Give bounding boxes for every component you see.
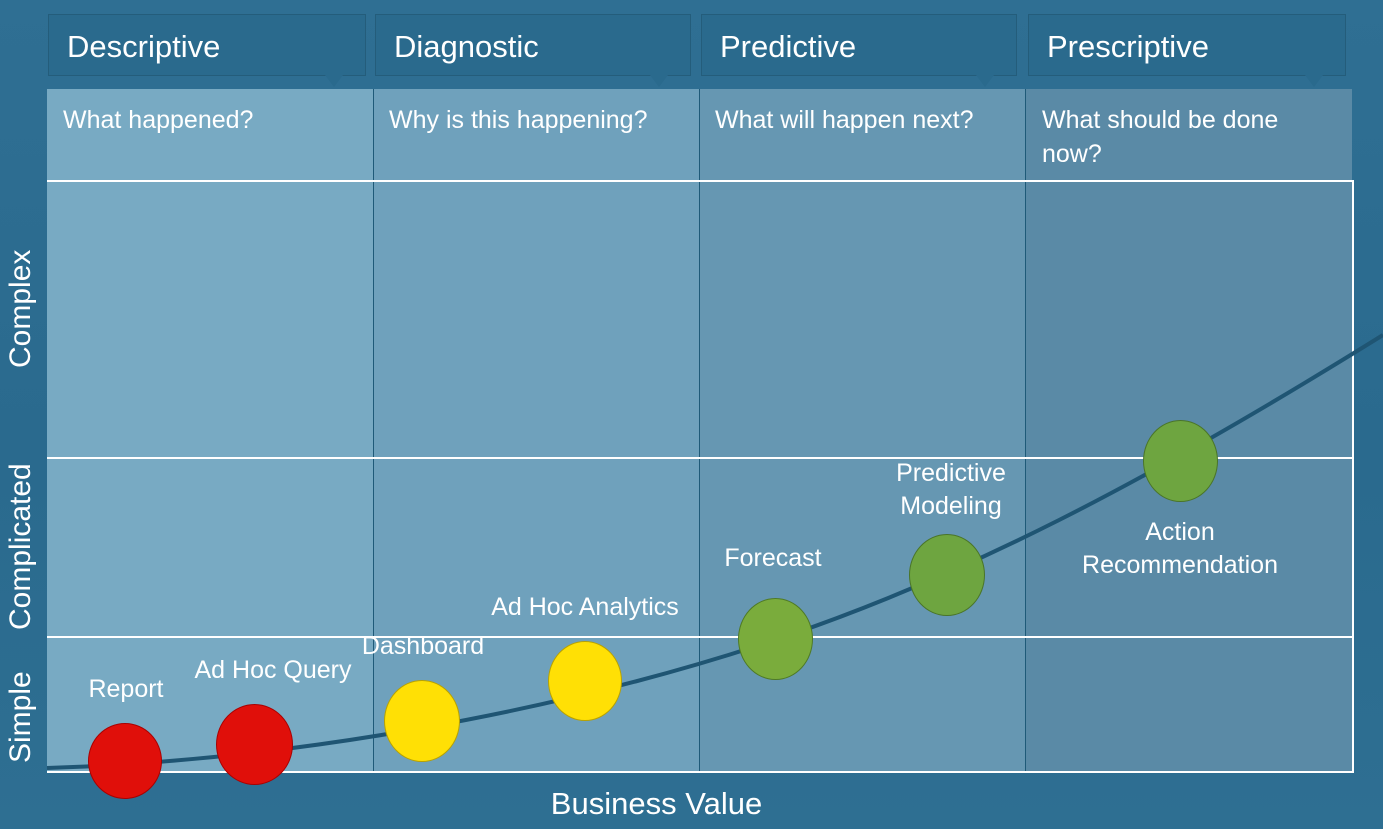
stage-header-descriptive: Descriptive <box>48 14 366 87</box>
stage-header-diagnostic: Diagnostic <box>375 14 691 87</box>
stage-question-diagnostic: Why is this happening? <box>389 106 648 134</box>
stage-question-predictive: What will happen next? <box>715 106 974 134</box>
capability-label-text: Action Recommendation <box>1082 518 1278 579</box>
capability-label-text: Predictive Modeling <box>896 459 1006 520</box>
capability-label-ad-hoc-query: Ad Hoc Query <box>194 656 352 684</box>
stage-name: Predictive <box>720 29 857 64</box>
capability-label-dashboard: Dashboard <box>361 632 485 660</box>
stage-question-descriptive: What happened? <box>63 106 254 134</box>
capability-node-action-recommendation <box>1143 420 1218 502</box>
stage-header-prescriptive: Prescriptive <box>1028 14 1346 87</box>
stage-column-diagnostic <box>374 89 700 773</box>
stage-question-prescriptive: What should be done now? <box>1042 106 1279 168</box>
stage-column-descriptive <box>47 89 374 773</box>
grid-divider-simple <box>47 636 1354 638</box>
capability-node-report <box>88 723 162 799</box>
capability-label-forecast: Forecast <box>724 544 822 572</box>
capability-node-ad-hoc-query <box>216 704 293 785</box>
grid-divider-complex <box>47 457 1354 459</box>
capability-label-report: Report <box>88 675 164 703</box>
stage-name: Descriptive <box>67 29 221 64</box>
stage-header-predictive: Predictive <box>701 14 1017 87</box>
capability-node-ad-hoc-analytics <box>548 641 622 721</box>
capability-label-action-recommendation: Action Recommendation <box>1070 516 1290 582</box>
x-axis-label: Business Value <box>550 786 763 821</box>
stage-name: Diagnostic <box>394 29 539 64</box>
stage-name: Prescriptive <box>1047 29 1209 64</box>
capability-node-forecast <box>738 598 813 680</box>
capability-label-ad-hoc-analytics: Ad Hoc Analytics <box>491 593 679 621</box>
capability-label-predictive-modeling: Predictive Modeling <box>878 457 1024 523</box>
capability-node-dashboard <box>384 680 460 762</box>
grid-frame <box>47 180 1354 773</box>
capability-node-predictive-modeling <box>909 534 985 616</box>
